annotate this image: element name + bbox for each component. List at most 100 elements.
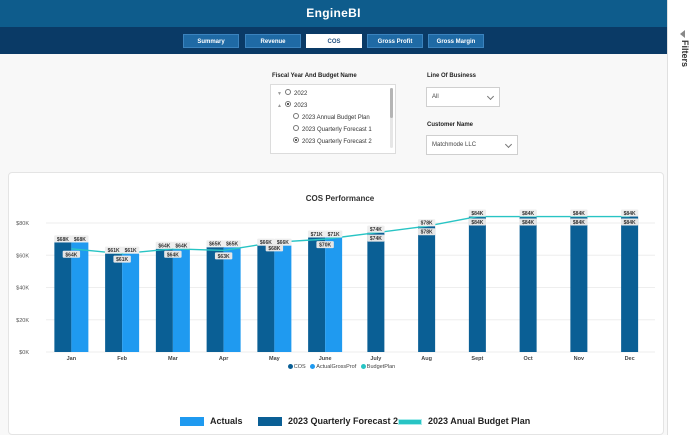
data-label-budget-bg [62, 250, 81, 258]
data-label-budget-bg [214, 252, 233, 260]
bar-cos-sept [468, 216, 486, 352]
fiscal-tree-slicer: ▼ 2022 ▲ 2023 2023 Annual Budget Plan 2023… [270, 84, 396, 154]
legend-budget-plan[interactable]: BudgetPlan [366, 364, 396, 370]
data-label-cos: $65K [209, 242, 221, 248]
tab-summary[interactable]: Summary [183, 34, 239, 48]
data-label-budget: $84K [573, 220, 585, 226]
tab-cos[interactable]: COS [306, 34, 362, 48]
tree-scrollbar[interactable] [390, 88, 393, 148]
cos-performance-chart: $0K $20K $40K $60K $80K Jan Feb Mar Apr May June Ju… [16, 209, 655, 362]
data-label-cos-bg [54, 235, 72, 243]
data-label-cos: $61K [108, 248, 120, 254]
data-label-cos: $84K [471, 211, 483, 217]
tab-revenue[interactable]: Revenue [245, 34, 301, 48]
collapse-chevron-icon[interactable]: ▲ [277, 103, 282, 109]
tree-item-forecast-2[interactable]: 2023 Quarterly Forecast 2 [293, 137, 372, 147]
radio-selected-icon[interactable] [285, 101, 291, 108]
bar-cos-jan [54, 242, 72, 352]
data-label-actual-bg [274, 238, 292, 246]
data-label-actual: $66K [277, 240, 289, 246]
data-label-cos: $78K [421, 221, 433, 227]
data-label-budget-bg [316, 241, 334, 249]
data-label-cos-bg [206, 240, 224, 248]
data-label-actual: $65K [226, 242, 238, 248]
legend-actual-gross-prof[interactable]: ActualGrossProf [316, 364, 357, 370]
x-tick-label: July [370, 356, 382, 362]
customer-value: Matchmode LLC [432, 142, 477, 148]
x-tick-label: Mar [168, 356, 179, 362]
tree-item-annual-budget[interactable]: 2023 Annual Budget Plan [293, 113, 370, 123]
data-label-cos: $84K [573, 211, 585, 217]
bar-cos-may [257, 245, 275, 352]
actuals-swatch [180, 417, 204, 427]
lob-dropdown[interactable]: All [426, 87, 500, 107]
x-tick-label: June [319, 356, 332, 362]
x-tick-label: Nov [574, 356, 585, 362]
bar-actual-apr [223, 247, 241, 352]
data-label-actual-bg [172, 241, 191, 249]
legend-cos[interactable]: COS [293, 364, 306, 370]
data-label-budget-bg [570, 218, 588, 226]
data-label-cos-bg [620, 209, 639, 217]
y-tick-label: $20K [16, 318, 29, 324]
radio-selected-icon[interactable] [293, 137, 299, 144]
bar-actual-june [325, 237, 343, 352]
data-label-actual-bg [71, 235, 89, 243]
collapse-chevron-icon[interactable] [680, 30, 685, 38]
x-tick-label: Oct [524, 356, 533, 362]
tree-item-2023[interactable]: ▲ 2023 [277, 101, 308, 109]
customer-dropdown[interactable]: Matchmode LLC [426, 135, 518, 155]
data-label-budget-bg [367, 234, 385, 242]
data-label-budget: $64K [65, 252, 77, 258]
tree-item-forecast-1[interactable]: 2023 Quarterly Forecast 1 [293, 125, 372, 135]
data-label-cos-bg [155, 241, 174, 249]
tree-item-2022[interactable]: ▼ 2022 [277, 89, 308, 97]
data-label-cos-bg [367, 225, 385, 233]
data-label-actual: $68K [74, 237, 86, 243]
data-label-budget-bg [113, 255, 131, 263]
data-label-budget: $84K [522, 220, 534, 226]
data-label-budget: $63K [218, 254, 230, 260]
y-tick-label: $0K [19, 350, 29, 356]
tab-gross-margin[interactable]: Gross Margin [428, 34, 484, 48]
data-label-budget-bg [620, 218, 639, 226]
legend-budget: 2023 Anual Budget Plan [398, 414, 530, 428]
filters-pane[interactable]: Filters [667, 0, 700, 435]
radio-icon[interactable] [285, 89, 291, 96]
x-tick-label: Apr [219, 356, 229, 362]
radio-icon[interactable] [293, 125, 299, 132]
chart-title: COS Performance [305, 194, 375, 203]
data-label-budget-bg [164, 250, 182, 258]
filters-label: Filters [680, 40, 690, 68]
forecast-swatch [258, 417, 282, 427]
expand-chevron-icon[interactable]: ▼ [277, 91, 282, 97]
budget-plan-line [71, 215, 630, 255]
bar-cos-feb [105, 253, 123, 352]
data-label-actual: $61K [125, 248, 137, 254]
data-label-cos: $66K [260, 240, 272, 246]
app-title: EngineBI [306, 6, 361, 20]
scroll-thumb[interactable] [390, 88, 393, 118]
data-label-budget-bg [468, 218, 487, 226]
legend-forecast: 2023 Quarterly Forecast 2 [258, 414, 398, 428]
bar-cos-june [308, 237, 326, 352]
x-tick-label: Aug [421, 356, 432, 362]
tab-gross-profit[interactable]: Gross Profit [367, 34, 423, 48]
bar-actual-feb [122, 253, 140, 352]
bar-actual-may [274, 245, 292, 352]
radio-icon[interactable] [293, 113, 299, 120]
data-label-cos-bg [519, 209, 537, 217]
data-label-budget-bg [417, 228, 436, 236]
chart-legend: COS ActualGrossProf BudgetPlan [0, 364, 680, 370]
y-tick-label: $80K [16, 221, 29, 227]
data-label-cos-bg [468, 209, 487, 217]
data-label-actual-bg [324, 230, 343, 238]
legend-cos-marker [287, 364, 293, 370]
data-label-budget-bg [265, 244, 284, 252]
data-label-actual: $71K [328, 232, 340, 238]
data-label-budget: $74K [370, 236, 382, 242]
data-label-budget: $64K [167, 252, 179, 258]
data-label-budget-bg [519, 218, 537, 226]
bar-cos-dec [621, 216, 639, 352]
